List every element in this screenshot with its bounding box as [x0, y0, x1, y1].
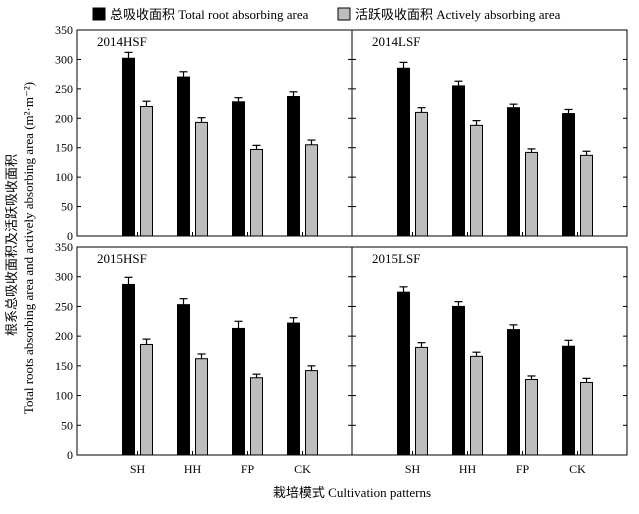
- bar-2015HSF-FP-s0: [232, 327, 245, 456]
- y-tick-label: 150: [55, 359, 73, 373]
- y-tick-label: 50: [61, 418, 73, 432]
- bar-2015LSF-FP-s0: [507, 329, 520, 456]
- y-tick-label: 200: [55, 329, 73, 343]
- y-tick-label: 350: [55, 240, 73, 254]
- bar-2015HSF-SH-s1: [140, 343, 153, 456]
- x-tick-label: FP: [516, 462, 530, 476]
- y-axis-title-en: Total roots absorbing area and actively …: [21, 82, 36, 414]
- panel-title: 2015LSF: [372, 251, 420, 266]
- bar-2015LSF-FP-s1: [525, 379, 538, 456]
- bar-2014LSF-CK-s1: [580, 154, 593, 237]
- legend-swatch-active: [337, 7, 351, 21]
- bar-2014HSF-HH-s1: [195, 121, 208, 237]
- x-tick-label: CK: [294, 462, 311, 476]
- bar-2014LSF-HH-s1: [470, 124, 483, 237]
- x-tick-label: SH: [130, 462, 146, 476]
- panel-2014HSF: 2014HSF 0 50 100 150 200 250 300 350: [55, 23, 353, 243]
- bar-2015LSF-HH-s0: [452, 305, 465, 456]
- bar-2014HSF-SH-s1: [140, 106, 153, 237]
- x-tick-label: HH: [184, 462, 202, 476]
- bar-2014LSF-FP-s1: [525, 151, 538, 237]
- panel-2015LSF: 2015LSF SH HH FP CK: [351, 246, 628, 476]
- bar-2014LSF-SH-s0: [397, 67, 410, 237]
- panel-frame: [351, 246, 628, 456]
- legend-swatch-total: [92, 7, 106, 21]
- bar-2014LSF-SH-s1: [415, 111, 428, 237]
- bar-2015LSF-SH-s1: [415, 346, 428, 456]
- bar-2014LSF-FP-s0: [507, 107, 520, 237]
- y-tick-label: 300: [55, 52, 73, 66]
- panel-frame: [351, 29, 628, 237]
- y-tick-label: 50: [61, 200, 73, 214]
- bar-2014LSF-HH-s0: [452, 85, 465, 237]
- panel-title: 2014LSF: [372, 34, 420, 49]
- y-axis-title-cn: 根系总吸收面积及活跃吸收面积: [4, 154, 19, 336]
- y-tick-label: 350: [55, 23, 73, 37]
- bar-2015HSF-SH-s0: [122, 283, 135, 456]
- panel-title: 2015HSF: [97, 251, 147, 266]
- panel-title: 2014HSF: [97, 34, 147, 49]
- bar-2014HSF-CK-s0: [287, 96, 300, 237]
- legend: 总吸收面积 Total root absorbing area 活跃吸收面积 A…: [92, 7, 561, 22]
- bar-2015HSF-CK-s1: [305, 370, 318, 456]
- bar-2015HSF-HH-s1: [195, 358, 208, 456]
- bar-2015HSF-HH-s0: [177, 304, 190, 456]
- bar-2015HSF-CK-s0: [287, 322, 300, 456]
- x-tick-label: SH: [405, 462, 421, 476]
- x-tick-label: HH: [459, 462, 477, 476]
- y-tick-label: 0: [67, 229, 73, 243]
- x-axis-title: 栽培模式 Cultivation patterns: [273, 485, 431, 500]
- panel-2014LSF: 2014LSF: [351, 29, 628, 237]
- y-tick-label: 100: [55, 170, 73, 184]
- y-tick-label: 100: [55, 389, 73, 403]
- legend-label-total: 总吸收面积 Total root absorbing area: [110, 7, 309, 22]
- bar-2014HSF-HH-s0: [177, 76, 190, 237]
- bar-2014HSF-CK-s1: [305, 144, 318, 237]
- x-tick-label: FP: [241, 462, 255, 476]
- y-tick-label: 300: [55, 270, 73, 284]
- bar-2014HSF-FP-s0: [232, 101, 245, 237]
- panel-2015HSF: 2015HSF 0 50 100 150 200 250 300 350 SH HH FP CK: [55, 240, 353, 476]
- y-tick-label: 250: [55, 299, 73, 313]
- bar-2015LSF-SH-s0: [397, 291, 410, 456]
- bar-2014HSF-FP-s1: [250, 148, 263, 237]
- y-tick-label: 200: [55, 111, 73, 125]
- y-tick-label: 150: [55, 141, 73, 155]
- y-tick-label: 0: [67, 448, 73, 462]
- y-tick-label: 250: [55, 82, 73, 96]
- x-tick-label: CK: [569, 462, 586, 476]
- bar-2015HSF-FP-s1: [250, 377, 263, 456]
- bar-2014HSF-SH-s0: [122, 57, 135, 237]
- legend-label-active: 活跃吸收面积 Actively absorbing area: [355, 7, 561, 22]
- bar-2015LSF-CK-s0: [562, 345, 575, 456]
- bar-2015LSF-CK-s1: [580, 381, 593, 456]
- bar-2014LSF-CK-s0: [562, 113, 575, 237]
- chart-panels: 2014HSF 0 50 100 150 200 250 300 350 2014LSF 2015H…: [55, 23, 628, 476]
- bar-2015LSF-HH-s1: [470, 355, 483, 456]
